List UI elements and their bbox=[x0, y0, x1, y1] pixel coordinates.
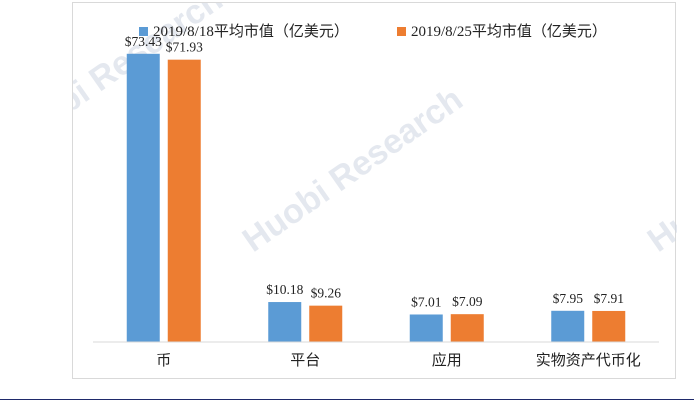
legend-label-series-2: 2019/8/25平均市值（亿美元） bbox=[411, 23, 607, 40]
watermark: Huobi Research bbox=[236, 80, 470, 260]
x-tick-label: 平台 bbox=[290, 351, 320, 369]
data-label-series-1-cat-3: $7.01 bbox=[411, 294, 441, 309]
bar-series-2-cat-4 bbox=[592, 310, 626, 342]
bar-series-1-cat-4 bbox=[551, 310, 585, 342]
bottom-rule bbox=[0, 399, 694, 400]
legend-label-series-1: 2019/8/18平均市值（亿美元） bbox=[153, 23, 349, 40]
x-tick-label: 应用 bbox=[432, 351, 462, 369]
data-labels-group: $73.43 $71.93 $10.18 $9.26 $7.01 $7.09 $7.95 $7… bbox=[125, 34, 624, 310]
data-label-series-1-cat-4: $7.95 bbox=[553, 291, 584, 306]
legend-swatch-series-1 bbox=[139, 27, 148, 36]
bar-series-1-cat-3 bbox=[409, 314, 443, 342]
data-label-series-2-cat-2: $9.26 bbox=[311, 286, 342, 301]
x-tick-label: 币 bbox=[156, 351, 171, 369]
legend-swatch-series-2 bbox=[397, 27, 406, 36]
data-label-series-2-cat-4: $7.91 bbox=[594, 291, 624, 306]
watermark-group: Huobi Research Huobi Research Huobi Rese… bbox=[0, 0, 694, 260]
bar-series-2-cat-2 bbox=[309, 305, 343, 342]
watermark: Huobi Research bbox=[641, 80, 677, 260]
bar-series-2-cat-1 bbox=[167, 59, 201, 343]
x-tick-label: 实物资产代币化 bbox=[536, 351, 641, 369]
x-tick-labels-group: 币 平台 应用 实物资产代币化 bbox=[156, 351, 641, 369]
legend: 2019/8/18平均市值（亿美元） 2019/8/25平均市值（亿美元） bbox=[139, 23, 607, 40]
data-label-series-1-cat-1: $73.43 bbox=[125, 34, 162, 49]
bar-series-1-cat-1 bbox=[126, 53, 160, 342]
data-label-series-2-cat-1: $71.93 bbox=[166, 40, 203, 55]
bar-series-1-cat-2 bbox=[268, 302, 302, 342]
data-label-series-1-cat-2: $10.18 bbox=[266, 282, 303, 297]
bar-series-2-cat-3 bbox=[450, 314, 484, 342]
bars-group bbox=[126, 53, 626, 343]
bar-chart: Huobi Research Huobi Research Huobi Rese… bbox=[0, 0, 694, 369]
chart-frame: Huobi Research Huobi Research Huobi Rese… bbox=[0, 0, 694, 379]
data-label-series-2-cat-3: $7.09 bbox=[452, 294, 483, 309]
